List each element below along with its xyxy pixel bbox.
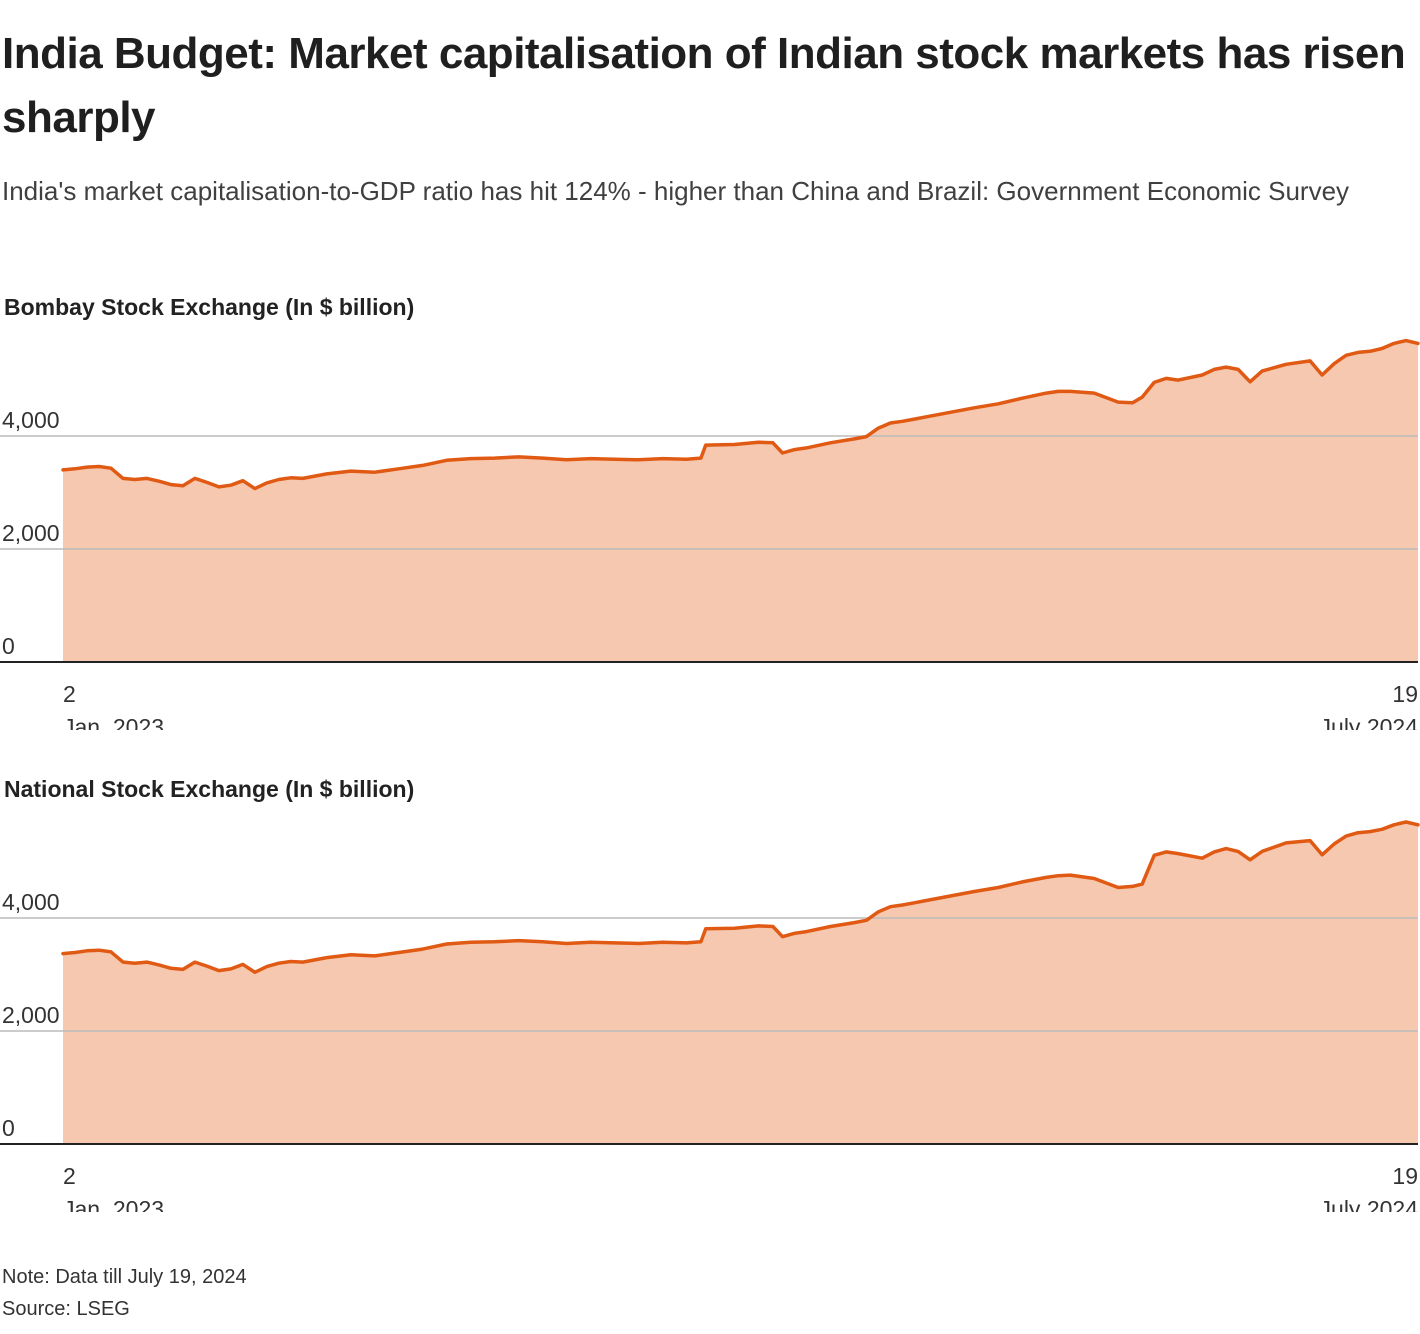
x-tick-label-start-month: Jan. 2023 (63, 1196, 164, 1212)
area-fill (63, 340, 1418, 662)
x-tick-label-start-day: 2 (63, 1163, 76, 1189)
x-tick-label-start-month: Jan. 2023 (63, 714, 164, 730)
nse-chart-title: National Stock Exchange (In $ billion) (4, 776, 415, 802)
x-tick-label-end-day: 19 (1392, 1163, 1418, 1189)
y-tick-label: 4,000 (2, 407, 60, 433)
x-tick-label-start-day: 2 (63, 681, 76, 707)
source-credit: Source: LSEG (2, 1298, 130, 1320)
y-tick-label: 0 (2, 1115, 15, 1141)
y-tick-label: 2,000 (2, 520, 60, 546)
series-line (61, 820, 1420, 975)
area-fill (63, 822, 1418, 1144)
x-tick-label-end-month: July 2024 (1320, 1196, 1419, 1212)
y-tick-label: 2,000 (2, 1002, 60, 1028)
bse-area-chart: 0 2,000 4,000 2 Jan. 2023 19 July 2024 (0, 338, 1420, 730)
x-tick-label-end-month: July 2024 (1320, 714, 1419, 730)
nse-area-chart: 0 2,000 4,000 2 Jan. 2023 19 July 2024 (0, 820, 1420, 1212)
series-line (61, 338, 1420, 491)
chart-title: India Budget: Market capitalisation of I… (2, 29, 1406, 142)
chart-subtitle: India's market capitalisation-to-GDP rat… (2, 176, 1350, 206)
y-tick-label: 0 (2, 633, 15, 659)
x-tick-label-end-day: 19 (1392, 681, 1418, 707)
bse-chart-title: Bombay Stock Exchange (In $ billion) (4, 294, 415, 320)
y-tick-label: 4,000 (2, 889, 60, 915)
footnote: Note: Data till July 19, 2024 (2, 1266, 247, 1288)
